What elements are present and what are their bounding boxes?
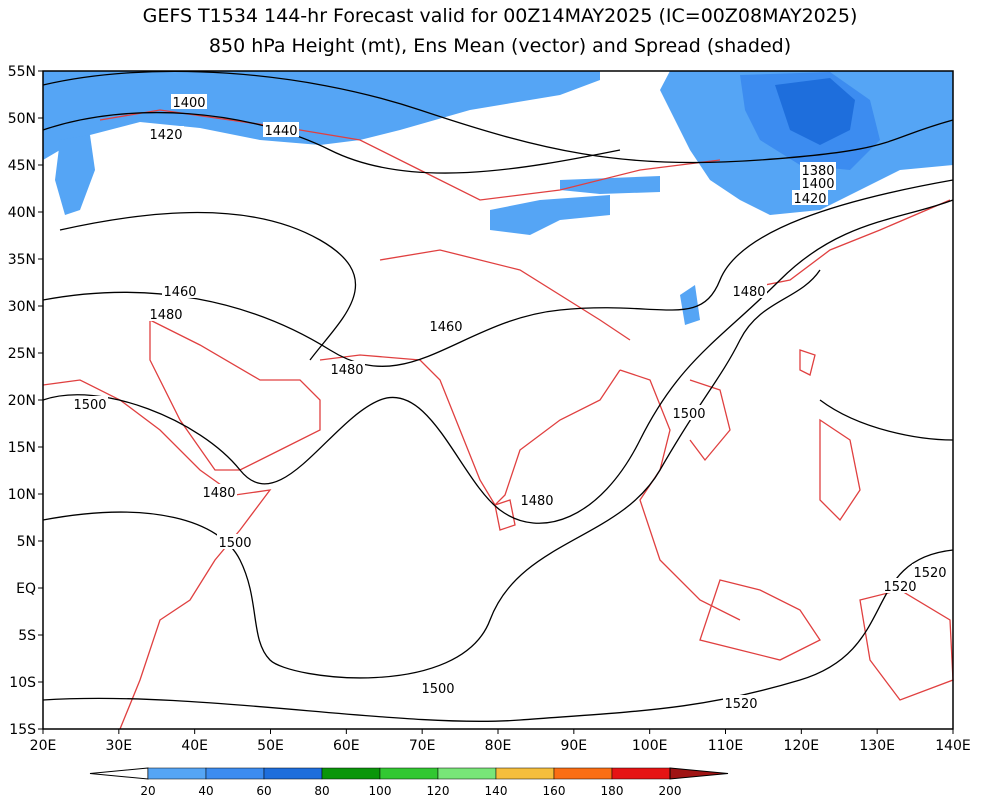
- contour-label: 1480: [202, 486, 235, 501]
- lon-label: 90E: [560, 738, 587, 754]
- colorbar-label: 80: [314, 784, 329, 798]
- lat-label: 30N: [8, 299, 36, 315]
- colorbar-box: [379, 767, 439, 780]
- colorbar-box: [553, 767, 613, 780]
- contour-label: 1440: [264, 124, 297, 139]
- contour-label: 1460: [429, 320, 462, 335]
- colorbar-label: 140: [485, 784, 508, 798]
- colorbar-box: [611, 767, 671, 780]
- colorbar-label: 180: [601, 784, 624, 798]
- colorbar-box: [321, 767, 381, 780]
- contour-label-bg: [329, 361, 365, 376]
- colorbar-label: 100: [369, 784, 392, 798]
- colorbar-over: [669, 767, 729, 780]
- lon-label: 40E: [181, 738, 208, 754]
- contour-label: 1500: [421, 682, 454, 697]
- lat-label: 15N: [8, 440, 36, 456]
- colorbar-label: 120: [427, 784, 450, 798]
- contour-label: 1520: [883, 580, 916, 595]
- contour-label-bg: [263, 122, 299, 137]
- lat-label: 20N: [8, 393, 36, 409]
- lat-label: 10N: [8, 487, 36, 503]
- contour-label-bg: [162, 283, 198, 298]
- subtitle: 850 hPa Height (mt), Ens Mean (vector) a…: [209, 35, 791, 57]
- contour-label-bg: [731, 283, 767, 298]
- lat-label: 5N: [17, 534, 36, 550]
- contour-label-bg: [800, 162, 836, 177]
- colorbar-box: [495, 767, 555, 780]
- lon-label: 140E: [935, 738, 971, 754]
- contour-label: 1420: [793, 192, 826, 207]
- colorbar-label: 20: [140, 784, 155, 798]
- contour-label-bg: [671, 405, 707, 420]
- spread-shading: [43, 71, 953, 325]
- lat-label: 25N: [8, 346, 36, 362]
- lon-label: 50E: [257, 738, 284, 754]
- lon-label: 130E: [859, 738, 895, 754]
- contour-label: 1520: [913, 566, 946, 581]
- colorbar-label: 160: [543, 784, 566, 798]
- colorbar-box: [205, 767, 265, 780]
- contour-label-bg: [723, 695, 759, 710]
- lat-label: 45N: [8, 158, 36, 174]
- lat-label: 15S: [9, 722, 36, 738]
- lon-label: 20E: [30, 738, 57, 754]
- height-contours: [42, 70, 954, 722]
- lon-label: 80E: [485, 738, 512, 754]
- contour-label: 1460: [163, 285, 196, 300]
- lon-label: 110E: [708, 738, 744, 754]
- contour-label-bg: [148, 306, 184, 321]
- lat-label: 35N: [8, 252, 36, 268]
- contour-label-bg: [217, 534, 253, 549]
- contour-label: 1400: [801, 177, 834, 192]
- contour-label: 1480: [330, 363, 363, 378]
- contour-label: 1500: [73, 398, 106, 413]
- lon-label: 30E: [105, 738, 132, 754]
- lat-label: 5S: [18, 628, 36, 644]
- colorbar-label: 200: [659, 784, 682, 798]
- contour-label-bg: [148, 126, 184, 141]
- colorbar-label: 40: [198, 784, 213, 798]
- colorbar-box: [437, 767, 497, 780]
- contour-label-bg: [882, 578, 918, 593]
- lon-label: 70E: [409, 738, 436, 754]
- contour-label-bg: [72, 396, 108, 411]
- contour-label: 1400: [172, 96, 205, 111]
- lon-label: 120E: [784, 738, 820, 754]
- lat-label: EQ: [16, 581, 36, 597]
- colorbar-under: [89, 767, 149, 780]
- contour-label-bg: [428, 318, 464, 333]
- contour-label: 1480: [732, 285, 765, 300]
- contour-label: 1480: [149, 308, 182, 323]
- contour-label-bg: [201, 484, 237, 499]
- lat-label: 50N: [8, 111, 36, 127]
- contour-label: 1500: [672, 407, 705, 422]
- contour-label-bg: [171, 94, 207, 109]
- contour-label-bg: [519, 492, 555, 507]
- contour-label-bg: [792, 190, 828, 205]
- lon-label: 100E: [632, 738, 668, 754]
- lat-label: 55N: [8, 64, 36, 80]
- lat-label: 10S: [9, 675, 36, 691]
- contour-label-bg: [420, 680, 456, 695]
- lat-label: 40N: [8, 205, 36, 221]
- contour-label: 1480: [520, 494, 553, 509]
- contour-label: 1420: [149, 128, 182, 143]
- colorbar-box: [147, 767, 207, 780]
- contour-label-bg: [800, 175, 836, 190]
- colorbar-label: 60: [256, 784, 271, 798]
- contour-label: 1520: [724, 697, 757, 712]
- contour-label-bg: [912, 564, 948, 579]
- title: GEFS T1534 144-hr Forecast valid for 00Z…: [143, 5, 858, 27]
- contour-label: 1500: [218, 536, 251, 551]
- colorbar-box: [263, 767, 323, 780]
- lon-label: 60E: [333, 738, 360, 754]
